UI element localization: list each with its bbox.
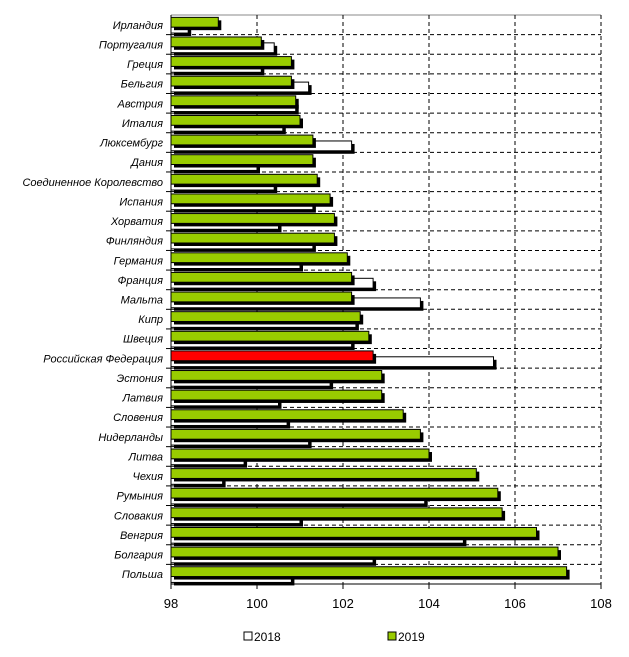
category-label: Румыния	[116, 491, 163, 503]
x-tick-label: 106	[504, 596, 526, 611]
bar-2019	[170, 56, 292, 67]
bar-2019	[170, 193, 331, 205]
category-label: Соединенное Королевство	[22, 177, 163, 189]
category-label: Российская Федерация	[43, 353, 163, 365]
bar-2019	[170, 291, 353, 303]
bar-2019	[170, 173, 318, 185]
bar-2019	[170, 252, 348, 264]
category-label: Польша	[122, 569, 163, 581]
category-label: Дания	[129, 157, 163, 169]
bar-2019	[170, 271, 353, 283]
category-label: Венгрия	[120, 530, 163, 542]
category-label: Германия	[114, 255, 163, 267]
legend-swatch-2019	[387, 631, 397, 641]
x-tick-label: 102	[332, 596, 354, 611]
bar-2019	[170, 232, 335, 244]
category-label: Болгария	[114, 550, 163, 562]
bar-2019	[170, 75, 292, 87]
x-tick-label: 98	[164, 596, 178, 611]
bar-2019	[170, 428, 421, 440]
category-label: Латвия	[121, 393, 163, 405]
bar-2019	[170, 468, 477, 479]
bar-2019	[170, 507, 503, 519]
category-label: Греция	[127, 59, 163, 71]
category-label: Австрия	[117, 98, 164, 110]
bar-2019	[170, 526, 537, 538]
bar-2019	[170, 409, 404, 421]
category-label: Словакия	[114, 510, 163, 522]
bar-2019	[170, 114, 301, 126]
bar-2019	[170, 16, 219, 28]
legend-swatch-2018	[243, 631, 253, 641]
category-label: Бельгия	[121, 79, 163, 91]
bar-2019	[170, 95, 297, 107]
category-label: Эстония	[117, 373, 163, 385]
category-label: Ирландия	[113, 20, 163, 32]
category-label: Франция	[118, 275, 163, 287]
category-label: Чехия	[132, 471, 163, 483]
legend-label-2019: 2019	[398, 630, 425, 644]
category-label: Нидерланды	[98, 432, 163, 444]
bar-2019	[170, 546, 559, 558]
category-label: Литва	[128, 451, 163, 463]
bar-2019	[170, 213, 335, 224]
bar-2019	[170, 448, 430, 460]
bar-2019	[170, 487, 499, 499]
category-label: Словения	[113, 412, 163, 424]
bar-2019	[170, 389, 383, 401]
category-label: Испания	[119, 196, 163, 208]
category-label: Швеция	[123, 334, 163, 346]
bar-2019	[170, 566, 568, 578]
x-tick-label: 108	[590, 596, 612, 611]
category-label: Мальта	[121, 295, 163, 307]
legend-label-2018: 2018	[254, 630, 281, 644]
bar-2019	[170, 311, 361, 322]
bar-2019	[170, 330, 370, 342]
category-label: Хорватия	[110, 216, 163, 228]
category-label: Кипр	[138, 314, 163, 326]
category-label: Финляндия	[106, 236, 163, 248]
category-label: Италия	[122, 118, 163, 130]
bar-2019	[170, 154, 314, 166]
category-label: Люксембург	[99, 138, 163, 150]
bar-2019	[170, 350, 374, 362]
bar-2019	[170, 370, 383, 381]
bar-2019	[170, 36, 262, 48]
x-tick-label: 100	[246, 596, 268, 611]
bar-2019	[170, 134, 314, 146]
x-tick-label: 104	[418, 596, 440, 611]
category-label: Португалия	[99, 39, 163, 51]
